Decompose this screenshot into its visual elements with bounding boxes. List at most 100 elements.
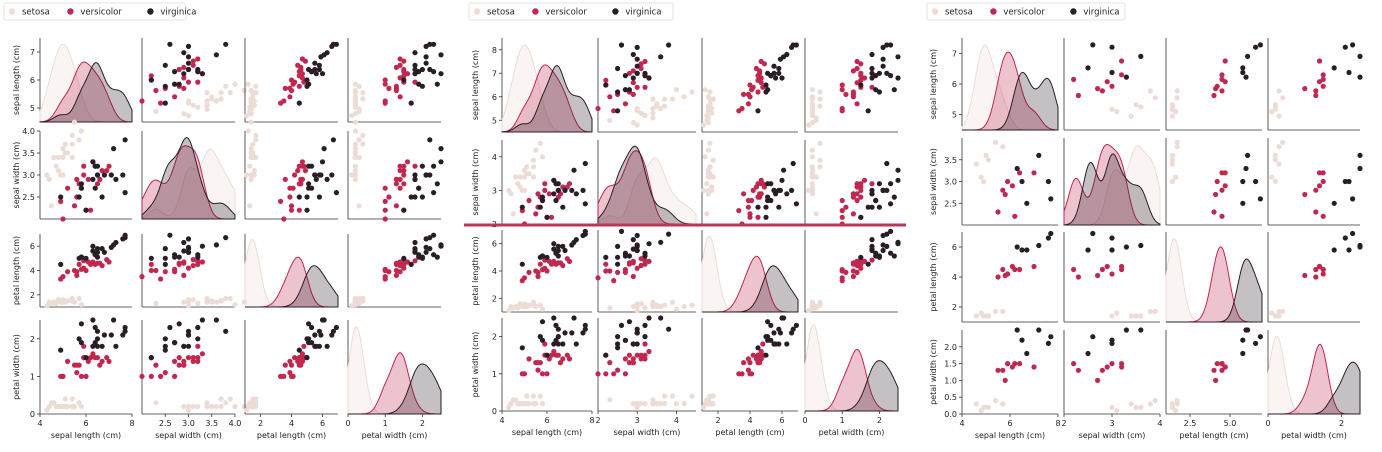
point-versicolor [749, 197, 755, 204]
point-virginica [618, 42, 625, 48]
y-tick-label: 4 [492, 153, 497, 162]
point-versicolor [839, 275, 845, 281]
legend-marker-versicolor [532, 8, 539, 15]
point-versicolor [1320, 83, 1326, 89]
point-versicolor [850, 68, 857, 74]
point-versicolor [382, 207, 388, 213]
point-virginica [793, 42, 800, 48]
point-versicolor [139, 274, 145, 280]
point-versicolor [386, 194, 392, 200]
point-setosa [55, 168, 62, 174]
point-setosa [223, 295, 229, 302]
point-versicolor [195, 79, 201, 85]
point-versicolor [839, 87, 845, 93]
point-versicolor [181, 259, 187, 265]
point-versicolor [397, 168, 403, 174]
point-setosa [673, 401, 680, 407]
point-setosa [1169, 178, 1175, 185]
point-versicolor [397, 185, 403, 191]
point-virginica [869, 204, 875, 210]
point-setosa [1169, 113, 1175, 119]
point-virginica [765, 87, 771, 93]
point-setosa [60, 154, 66, 160]
point-versicolor [1017, 361, 1023, 367]
point-versicolor [81, 163, 87, 169]
point-versicolor [1219, 170, 1225, 176]
point-setosa [1133, 102, 1139, 108]
point-setosa [707, 171, 713, 177]
point-versicolor [595, 371, 601, 377]
point-versicolor [622, 101, 629, 107]
point-versicolor [397, 259, 403, 265]
point-versicolor [83, 373, 89, 379]
panel-4-4: 0 1 2 petal width (cm) [802, 318, 899, 437]
point-virginica [1024, 200, 1030, 206]
point-virginica [1109, 235, 1115, 241]
x-tick-label: 2.5 [159, 419, 172, 428]
y-axis-label: sepal width (cm) [471, 149, 480, 216]
point-versicolor [537, 261, 543, 267]
point-virginica [427, 41, 433, 47]
point-virginica [869, 187, 875, 193]
point-virginica [544, 254, 550, 260]
point-virginica [78, 181, 84, 187]
panel-3-3 [1165, 232, 1263, 323]
point-virginica [213, 317, 219, 323]
point-virginica [1350, 230, 1356, 237]
point-setosa [1174, 95, 1180, 101]
point-versicolor [858, 194, 864, 200]
point-virginica [304, 194, 310, 200]
point-setosa [248, 119, 254, 125]
point-versicolor [60, 373, 66, 379]
point-setosa [223, 83, 229, 89]
point-setosa [642, 112, 648, 119]
point-versicolor [90, 351, 96, 357]
point-versicolor [185, 265, 192, 271]
point-virginica [1331, 200, 1337, 206]
point-virginica [99, 343, 105, 349]
point-setosa [352, 81, 358, 87]
panel-2-3 [1165, 138, 1263, 226]
point-versicolor [642, 356, 648, 362]
point-setosa [1269, 310, 1275, 316]
point-virginica [634, 70, 640, 76]
point-setosa [248, 146, 254, 152]
point-virginica [431, 41, 437, 47]
point-virginica [438, 159, 444, 165]
point-versicolor [386, 85, 392, 91]
point-virginica [1342, 235, 1348, 241]
y-axis-label: petal width (cm) [929, 339, 938, 405]
point-setosa [650, 299, 656, 305]
panel-3-4 [1267, 230, 1363, 323]
x-tick-label: 0 [1265, 419, 1270, 428]
panel-1-3 [701, 38, 800, 133]
x-axis-label: petal width (cm) [362, 431, 428, 440]
y-tick-label: 2 [30, 335, 35, 344]
point-versicolor [839, 208, 845, 214]
point-versicolor [382, 216, 388, 222]
point-virginica [634, 56, 640, 62]
x-tick-label: 8 [129, 419, 134, 428]
point-setosa [185, 297, 192, 303]
point-versicolor [622, 267, 629, 273]
point-setosa [241, 299, 247, 305]
point-virginica [408, 194, 414, 200]
point-setosa [251, 102, 257, 108]
x-tick-label: 6 [83, 419, 88, 428]
point-versicolor [97, 176, 103, 182]
point-setosa [1269, 109, 1275, 115]
point-virginica [427, 235, 433, 241]
point-versicolor [854, 101, 860, 107]
point-virginica [113, 176, 119, 182]
point-versicolor [99, 168, 105, 174]
point-virginica [1257, 42, 1263, 48]
point-virginica [108, 172, 114, 178]
point-virginica [658, 315, 664, 321]
point-versicolor [65, 358, 71, 364]
point-versicolor [153, 267, 159, 274]
point-virginica [412, 172, 418, 178]
point-versicolor [1222, 364, 1228, 370]
point-setosa [185, 407, 192, 413]
point-virginica [658, 239, 664, 245]
